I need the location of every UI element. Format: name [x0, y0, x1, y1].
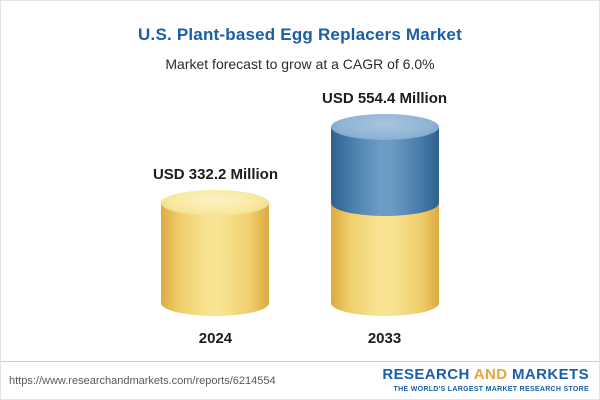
value-label-2033: USD 554.4 Million: [322, 90, 448, 107]
year-label-2033: 2033: [367, 330, 402, 347]
bar-group-2024: USD 332.2 Million 2024: [153, 166, 278, 347]
report-url: https://www.researchandmarkets.com/repor…: [9, 374, 276, 387]
bar-2033-blue-segment: [330, 114, 439, 216]
cylinder-bar-chart: USD 332.2 Million 2024 USD 554.4 Million…: [1, 90, 599, 347]
logo-wordmark: RESEARCH AND MARKETS: [382, 367, 589, 384]
research-and-markets-logo: RESEARCH AND MARKETS THE WORLD'S LARGEST…: [382, 367, 589, 393]
bar-2033-gold-segment: [330, 203, 439, 316]
bar-group-2033: USD 554.4 Million 2033: [322, 90, 447, 347]
chart-header: U.S. Plant-based Egg Replacers Market Ma…: [1, 1, 599, 72]
cylinder-top-blue: [330, 114, 439, 140]
value-label-2024: USD 332.2 Million: [152, 166, 278, 183]
bar-2024-gold-segment: [161, 190, 270, 316]
blue-segment-bottom-edge: [330, 190, 439, 216]
footer-bar: https://www.researchandmarkets.com/repor…: [1, 361, 599, 399]
logo-tagline: THE WORLD'S LARGEST MARKET RESEARCH STOR…: [393, 385, 589, 393]
bar-2024: [161, 190, 270, 316]
chart-subtitle: Market forecast to grow at a CAGR of 6.0…: [165, 56, 435, 72]
cylinder-top-gold: [161, 190, 270, 216]
logo-word-markets: MARKETS: [512, 366, 589, 384]
bar-2033: [330, 114, 439, 316]
year-label-2024: 2024: [198, 330, 233, 347]
logo-word-research: RESEARCH: [382, 366, 470, 384]
chart-title: U.S. Plant-based Egg Replacers Market: [138, 25, 462, 44]
logo-word-and: AND: [473, 366, 508, 384]
